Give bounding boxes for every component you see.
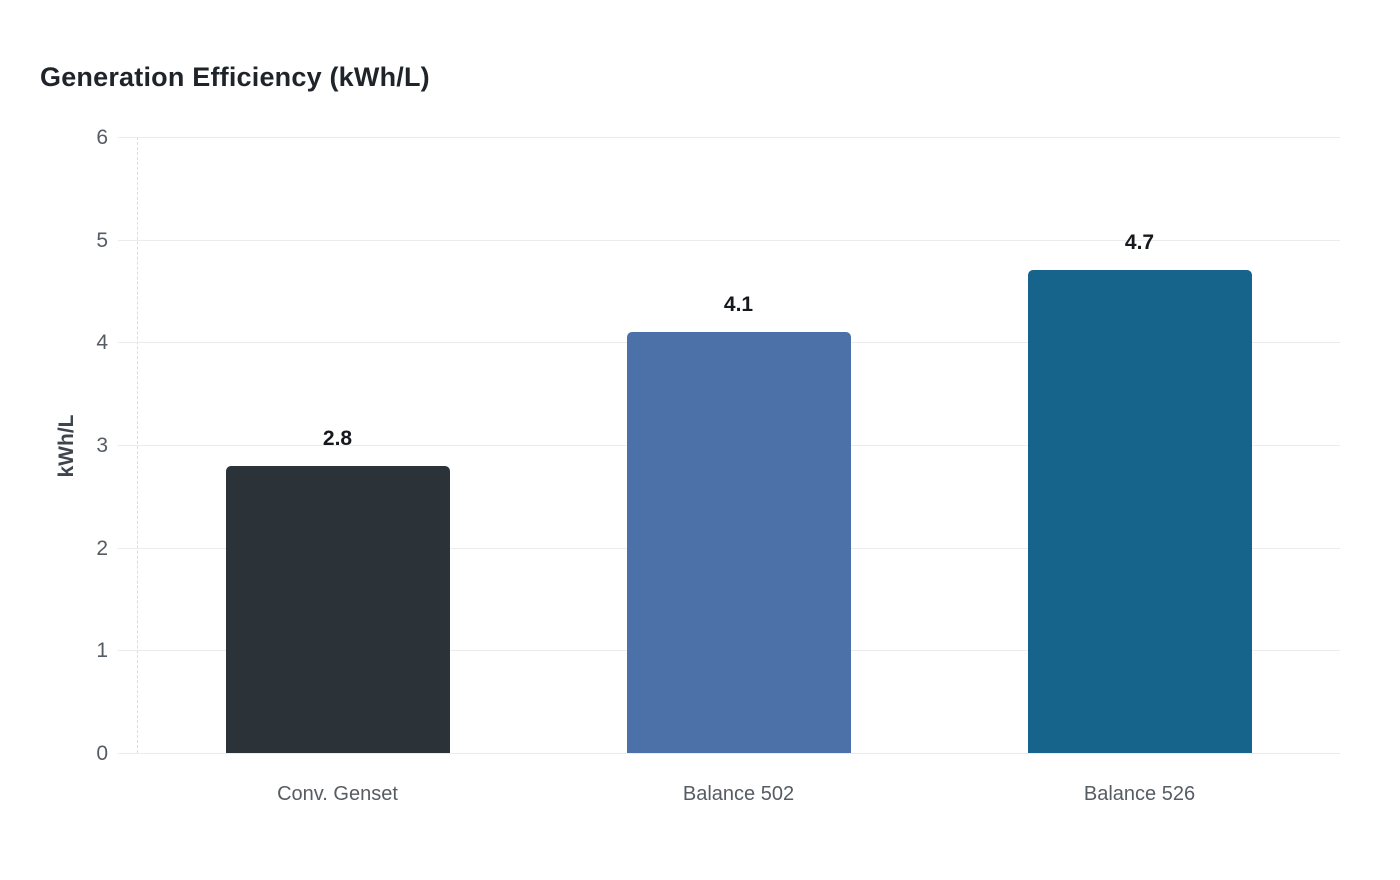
bar	[1027, 270, 1252, 753]
bar-value-label: 4.7	[1124, 231, 1155, 255]
gridline	[118, 753, 1340, 754]
y-axis-tick-label: 5	[96, 228, 108, 252]
y-axis-tick-label: 3	[96, 434, 108, 457]
y-axis-tick-label: 6	[96, 126, 108, 149]
bar	[225, 465, 450, 753]
bar	[626, 332, 851, 753]
chart-title: Generation Efficiency (kWh/L)	[40, 62, 430, 92]
y-axis-tick-label: 4	[96, 331, 108, 355]
y-axis-tick-label: 2	[96, 536, 108, 560]
gridline	[118, 137, 1340, 138]
plot-area: 2.8 4.1 4.7	[118, 137, 1340, 754]
x-axis-category-label: Balance 502	[682, 783, 795, 805]
bar-value-label: 2.8	[322, 426, 353, 450]
y-axis-tick-label: 0	[96, 742, 108, 765]
x-axis-category-label: Balance 526	[1083, 783, 1196, 805]
gridline	[118, 239, 1340, 241]
y-axis-tick-label: 1	[96, 639, 108, 663]
x-axis-category-label: Conv. Genset	[277, 783, 398, 805]
bar-value-label: 4.1	[723, 293, 754, 317]
